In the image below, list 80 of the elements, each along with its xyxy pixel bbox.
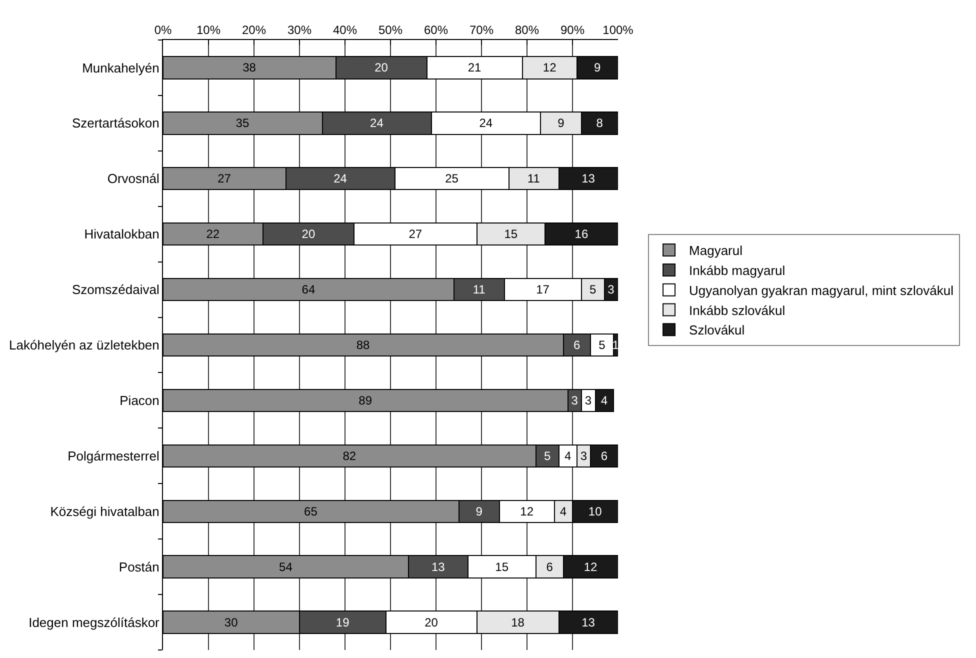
data-label: 82 (342, 448, 356, 463)
data-label: 13 (582, 172, 596, 186)
data-label: 11 (527, 172, 540, 186)
x-tick-label: 90% (560, 23, 585, 38)
x-tick-label: 60% (424, 23, 448, 38)
data-label: 11 (472, 282, 486, 297)
data-label: 20 (302, 227, 316, 242)
x-tick-label: 30% (287, 23, 312, 38)
data-label: 12 (520, 504, 534, 518)
data-label: 15 (495, 560, 509, 574)
y-tick-label: Szomszédaival (72, 282, 160, 298)
legend-label: Szlovákul (689, 322, 745, 338)
data-label: 4 (600, 393, 608, 408)
data-label: 20 (424, 615, 438, 630)
data-label: 24 (370, 116, 384, 130)
data-label: 88 (356, 338, 370, 352)
legend-label: Inkább szlovákul (689, 302, 786, 318)
data-label: 89 (358, 393, 372, 408)
y-tick-label: Hivatalokban (84, 226, 160, 242)
x-tick-label: 100% (602, 23, 634, 38)
x-tick-label: 20% (242, 23, 266, 38)
data-label: 1 (612, 338, 620, 352)
x-tick-label: 10% (196, 23, 221, 38)
data-label: 35 (236, 116, 250, 130)
x-tick-label: 50% (378, 23, 403, 38)
y-tick-label: Szertartásokon (72, 116, 160, 131)
data-label: 64 (302, 282, 316, 297)
y-tick-label: Munkahelyén (82, 60, 160, 76)
data-label: 27 (408, 227, 422, 242)
data-label: 18 (511, 615, 525, 630)
legend-label: Magyarul (689, 243, 743, 258)
legend-label: Ugyanolyan gyakran magyarul, mint szlovákul (689, 282, 954, 298)
data-label: 21 (468, 60, 482, 75)
x-tick-label: 40% (332, 23, 358, 38)
data-label: 6 (574, 338, 581, 352)
data-label: 13 (431, 560, 446, 574)
data-label: 22 (206, 227, 220, 242)
data-label: 20 (374, 60, 388, 75)
data-label: 12 (542, 60, 557, 75)
y-tick-label: Postán (118, 559, 160, 574)
data-label: 25 (445, 172, 459, 186)
data-label: 4 (560, 504, 567, 518)
data-label: 24 (334, 172, 348, 186)
data-label: 13 (582, 615, 596, 630)
data-label: 3 (584, 393, 592, 408)
data-label: 27 (218, 172, 232, 186)
legend-label: Inkább magyarul (689, 263, 786, 278)
y-tick-label: Piacon (120, 393, 160, 408)
data-label: 65 (304, 504, 318, 518)
data-label: 5 (598, 338, 606, 352)
data-label: 4 (564, 448, 572, 463)
data-label: 12 (584, 560, 598, 574)
data-label: 19 (336, 615, 350, 630)
y-tick-label: Községi hivatalban (50, 504, 160, 519)
data-label: 9 (476, 504, 483, 518)
data-label: 17 (536, 282, 550, 297)
data-label: 5 (544, 448, 551, 463)
data-label: 10 (588, 504, 602, 518)
data-label: 9 (594, 60, 602, 75)
data-label: 30 (224, 615, 238, 630)
y-tick-label: Idegen megszólításkor (28, 614, 160, 630)
data-label: 16 (574, 227, 588, 242)
x-tick-label: 0% (154, 23, 172, 38)
x-tick-label: 80% (514, 23, 540, 38)
data-label: 24 (479, 116, 493, 130)
data-label: 54 (279, 560, 293, 574)
data-label: 3 (580, 448, 588, 463)
data-label: 3 (571, 393, 578, 408)
y-tick-label: Lakóhelyén az üzletekben (9, 338, 160, 353)
data-label: 15 (504, 227, 518, 242)
data-label: 6 (600, 448, 608, 463)
data-label: 8 (596, 116, 604, 130)
data-label: 6 (546, 560, 554, 574)
x-tick-label: 70% (469, 23, 494, 38)
y-tick-label: Orvosnál (107, 171, 160, 186)
data-label: 9 (558, 116, 565, 130)
data-label: 38 (242, 60, 256, 75)
y-tick-label: Polgármesterrel (68, 448, 160, 464)
data-label: 3 (608, 282, 615, 297)
data-label: 5 (589, 282, 596, 297)
